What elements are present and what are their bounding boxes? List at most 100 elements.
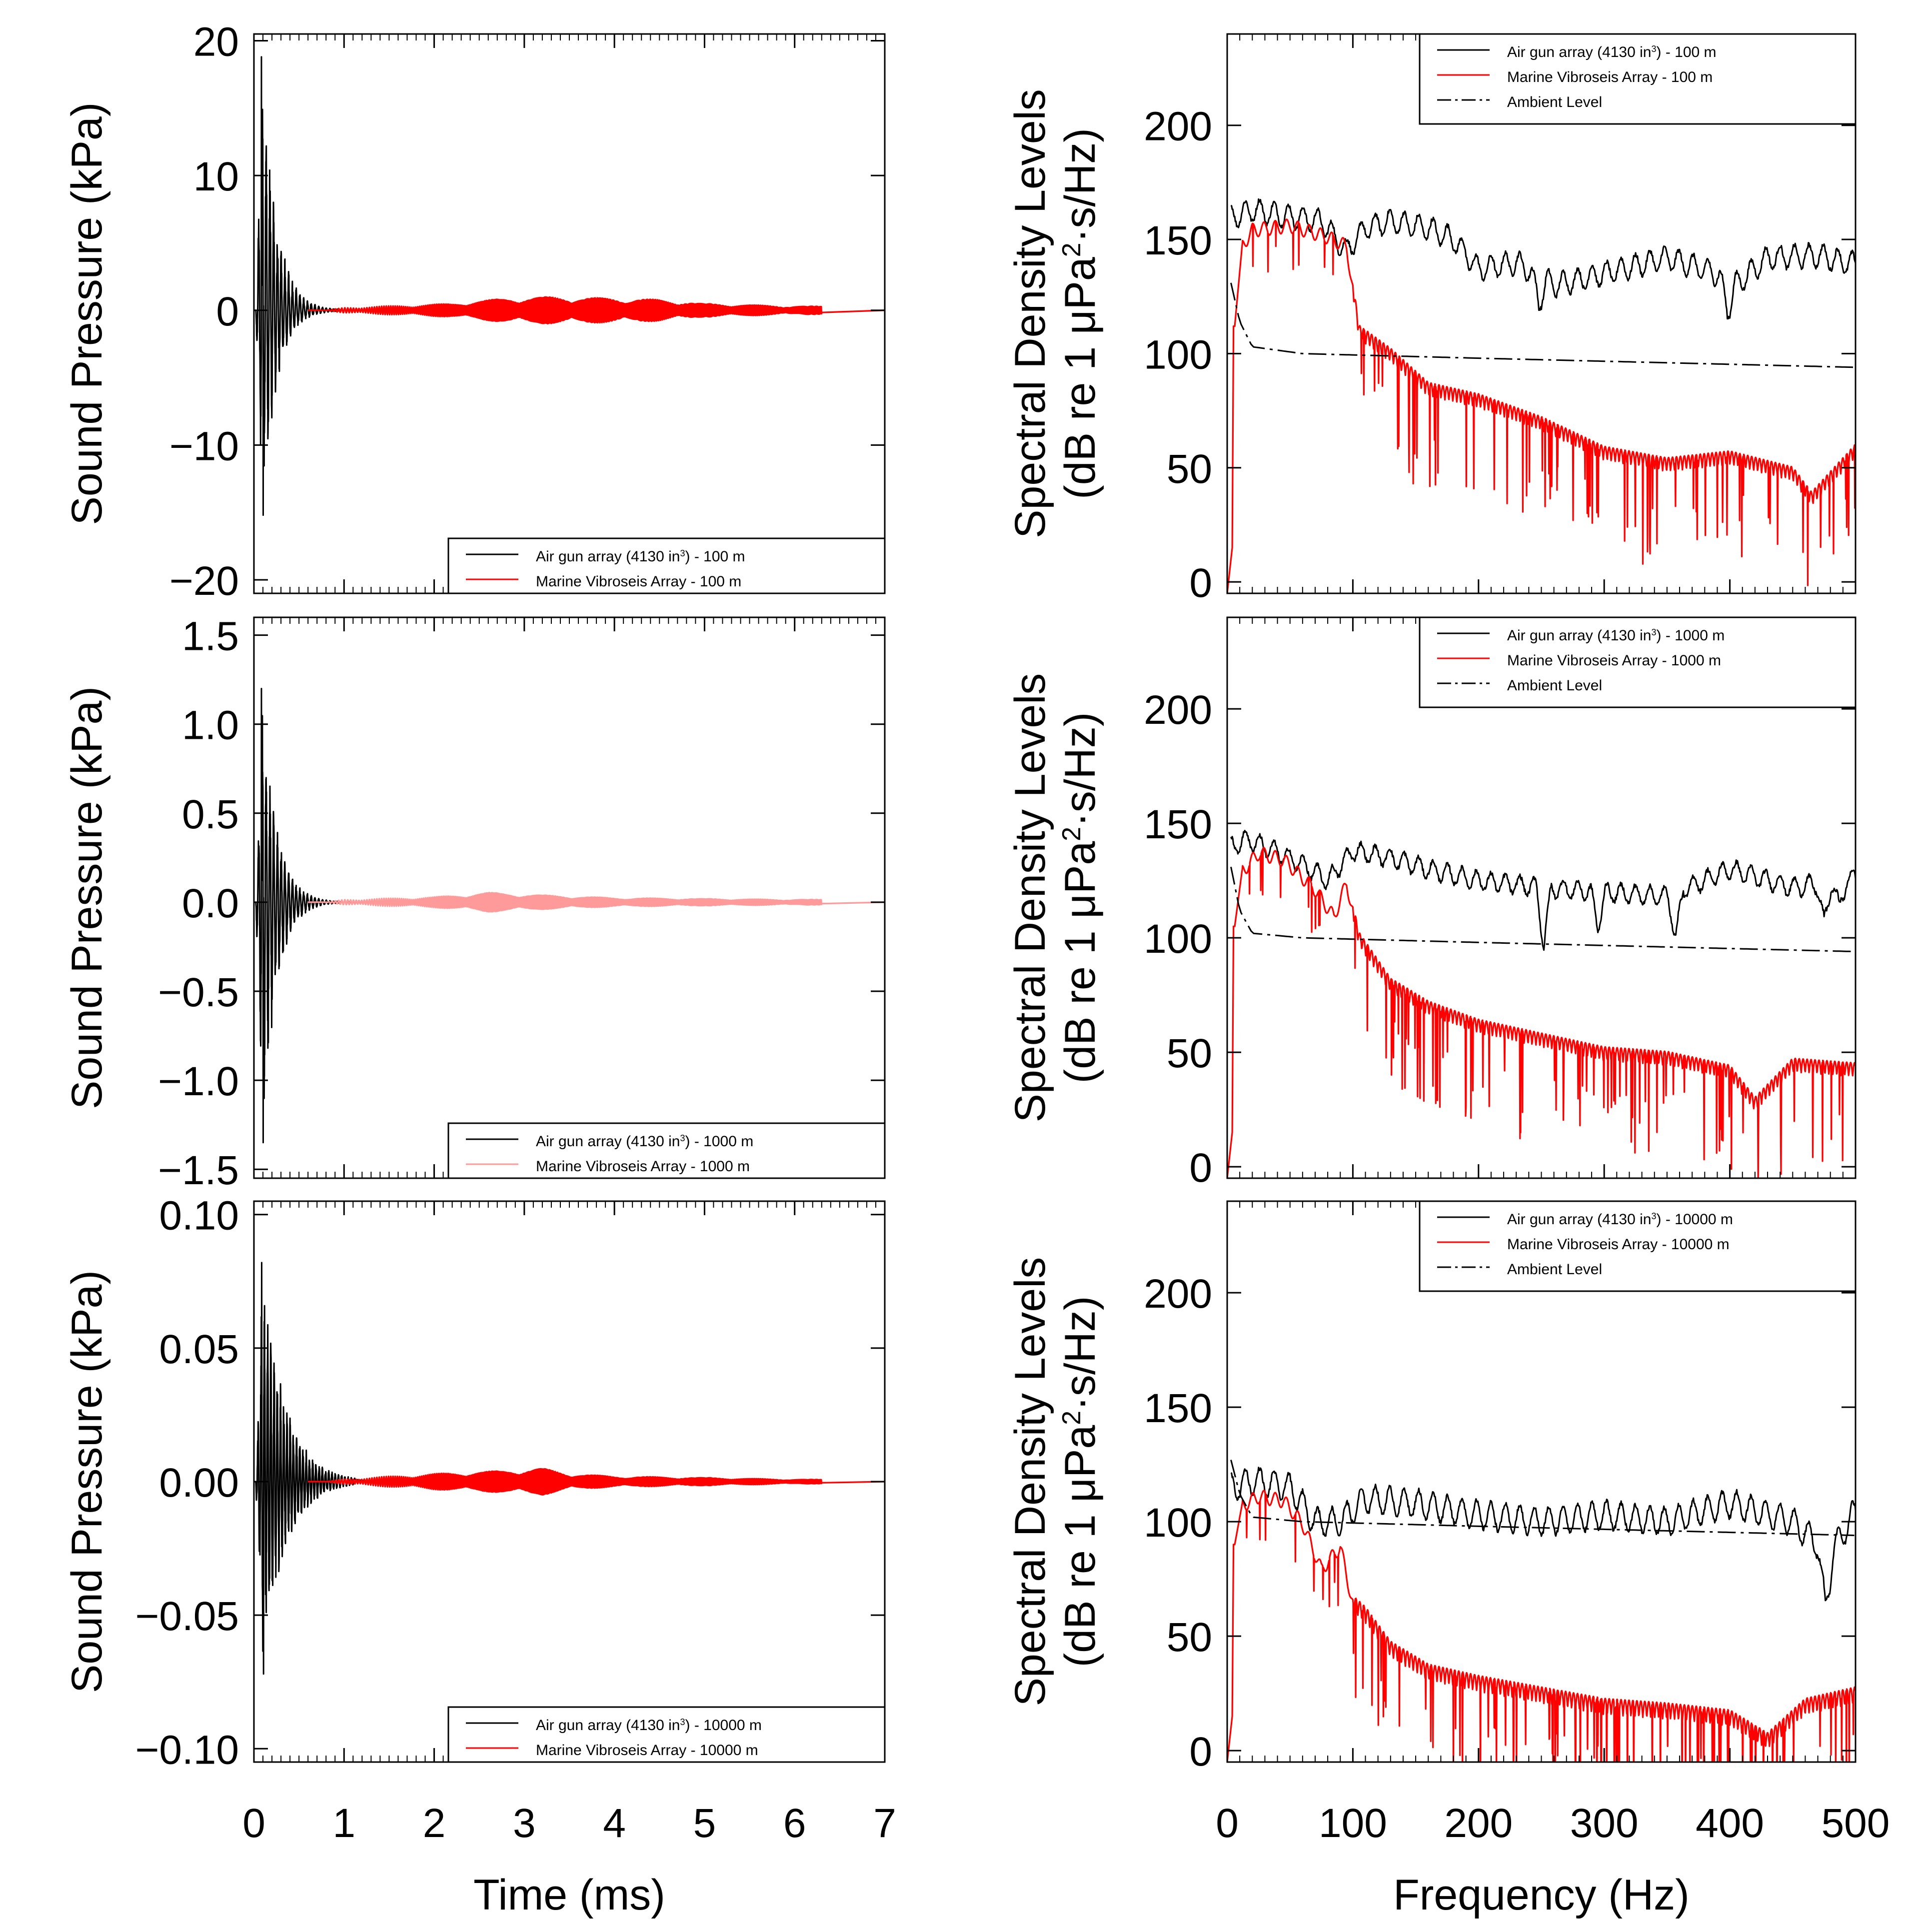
y-axis-label-line1: Spectral Density Levels [1006, 673, 1054, 1123]
y-tick-label: 1.0 [182, 703, 239, 748]
chart-freq-1000m: 200 150 100 50 0 Spectral Density Levels (dB r… [1006, 616, 1857, 1191]
legend: Air gun array (4130 in3) - 1000 m Marine … [1419, 616, 1857, 708]
y-tick-label: 20 [193, 19, 239, 64]
legend-box [1419, 616, 1857, 708]
y-tick-label: 0.05 [159, 1327, 239, 1372]
y-tick-label: −0.05 [135, 1594, 239, 1639]
plot-area [1227, 198, 1856, 593]
x-tick-label: 0 [1216, 1801, 1239, 1846]
airgun-series-line [254, 688, 371, 1144]
airgun-series-line [1230, 198, 1856, 320]
x-tick-label: 200 [1444, 1801, 1513, 1846]
y-tick-label: 0.0 [182, 881, 239, 926]
airgun-series-line [1230, 1467, 1856, 1602]
x-tick-label: 3 [513, 1801, 536, 1846]
legend-entry: Air gun array (4130 in3) - 1000 m [1507, 627, 1725, 644]
x-axis-label: Frequency (Hz) [1393, 1871, 1690, 1919]
vibroseis-series-line [1227, 847, 1856, 1178]
y-axis-label-line2: (dB re 1 μPa2·s/Hz) [1056, 1296, 1104, 1668]
x-tick-label: 300 [1570, 1801, 1639, 1846]
y-tick-label: 100 [1144, 916, 1212, 962]
vibroseis-series-line [308, 1468, 885, 1496]
y-axis-label-line1: Spectral Density Levels [1006, 89, 1054, 538]
airgun-series-line [254, 1262, 371, 1675]
legend-entry: Ambient Level [1507, 677, 1602, 694]
x-tick-label: 0 [242, 1801, 265, 1846]
y-tick-label: 200 [1144, 104, 1212, 149]
y-tick-label: 150 [1144, 1386, 1212, 1431]
y-tick-label: 0.5 [182, 792, 239, 837]
x-tick-label: 500 [1822, 1801, 1890, 1846]
y-tick-label: −20 [169, 558, 239, 604]
x-tick-label: 5 [693, 1801, 716, 1846]
airgun-series-line [1230, 830, 1856, 951]
y-tick-label: 200 [1144, 1271, 1212, 1317]
legend-entry: Marine Vibroseis Array - 10000 m [1507, 1236, 1730, 1253]
legend-entry: Marine Vibroseis Array - 100 m [536, 573, 741, 590]
plot-area [254, 56, 885, 516]
y-tick-label: −10 [169, 423, 239, 469]
legend-entry: Marine Vibroseis Array - 100 m [1507, 69, 1713, 85]
y-tick-label: 0.10 [159, 1193, 239, 1239]
y-tick-label: 100 [1144, 1500, 1212, 1546]
legend-box [1419, 1200, 1857, 1292]
x-tick-label: 7 [873, 1801, 896, 1846]
legend-entry: Air gun array (4130 in3) - 1000 m [536, 1133, 753, 1150]
vibroseis-series-line [1227, 218, 1856, 593]
y-tick-label: 100 [1144, 332, 1212, 377]
legend-entry: Marine Vibroseis Array - 1000 m [1507, 652, 1721, 669]
y-tick-label: −0.10 [135, 1727, 239, 1773]
chart-time-100m: 20 10 0 −10 −20 Sound Pressure (kPa) Air gun a… [63, 19, 886, 604]
vibroseis-series-line [1227, 1490, 1856, 1762]
x-axis-label: Time (ms) [473, 1871, 665, 1919]
vibroseis-series-line [308, 892, 885, 913]
y-tick-label: 0 [1189, 560, 1212, 606]
plot-area [254, 688, 885, 1144]
legend-entry: Air gun array (4130 in3) - 100 m [536, 548, 745, 565]
x-tick-label: 100 [1319, 1801, 1387, 1846]
chart-time-10000m: 0.10 0.05 0.00 −0.05 −0.100 1 2 3 4 5 6 7 Time (ms) S… [63, 1193, 896, 1919]
y-tick-label: 150 [1144, 802, 1212, 847]
legend: Air gun array (4130 in3) - 10000 m Marine… [447, 1706, 886, 1763]
y-tick-label: −1.0 [158, 1059, 239, 1104]
legend: Air gun array (4130 in3) - 100 m Marine V… [1419, 33, 1857, 125]
legend-box [1419, 33, 1857, 125]
y-tick-label: 0 [1189, 1145, 1212, 1191]
legend-box [447, 537, 886, 594]
legend: Air gun array (4130 in3) - 10000 m Marine… [1419, 1200, 1857, 1292]
x-tick-label: 1 [332, 1801, 355, 1846]
chart-freq-100m: 200 150 100 50 0 Spectral Density Levels (dB r… [1006, 33, 1857, 606]
y-tick-label: 200 [1144, 687, 1212, 733]
y-tick-label: 0 [1189, 1729, 1212, 1775]
y-tick-label: 150 [1144, 218, 1212, 263]
x-tick-label: 2 [423, 1801, 446, 1846]
y-tick-label: 0.00 [159, 1460, 239, 1506]
legend-entry: Ambient Level [1507, 94, 1602, 110]
y-tick-label: 1.5 [182, 614, 239, 659]
legend: Air gun array (4130 in3) - 100 m Marine V… [447, 537, 886, 594]
ambient-level-line [1230, 1460, 1855, 1537]
legend-entry: Marine Vibroseis Array - 10000 m [536, 1742, 758, 1759]
chart-time-1000m: 1.5 1.0 0.5 0.0 −0.5 −1.0 −1.5 Sound Pressure (… [63, 614, 886, 1193]
y-axis-label-line1: Spectral Density Levels [1006, 1257, 1054, 1707]
y-tick-label: 10 [193, 154, 239, 199]
y-axis-label: Sound Pressure (kPa) [63, 102, 111, 525]
legend-entry: Air gun array (4130 in3) - 10000 m [536, 1717, 762, 1734]
ambient-level-line [1230, 282, 1855, 368]
legend: Air gun array (4130 in3) - 1000 m Marine … [447, 1122, 886, 1179]
vibroseis-series-line [308, 296, 885, 324]
plot-area [1227, 1460, 1856, 1762]
y-axis-label-line2: (dB re 1 μPa2·s/Hz) [1056, 712, 1104, 1084]
legend-box [447, 1122, 886, 1179]
legend-entry: Marine Vibroseis Array - 1000 m [536, 1158, 750, 1175]
y-tick-label: −0.5 [158, 970, 239, 1015]
y-axis-label: Sound Pressure (kPa) [63, 686, 111, 1109]
y-tick-label: 0 [216, 289, 239, 334]
plot-area [254, 1262, 885, 1675]
legend-entry: Ambient Level [1507, 1261, 1602, 1278]
airgun-series-line [254, 56, 371, 516]
x-tick-label: 4 [603, 1801, 626, 1846]
ambient-level-line [1230, 866, 1855, 953]
